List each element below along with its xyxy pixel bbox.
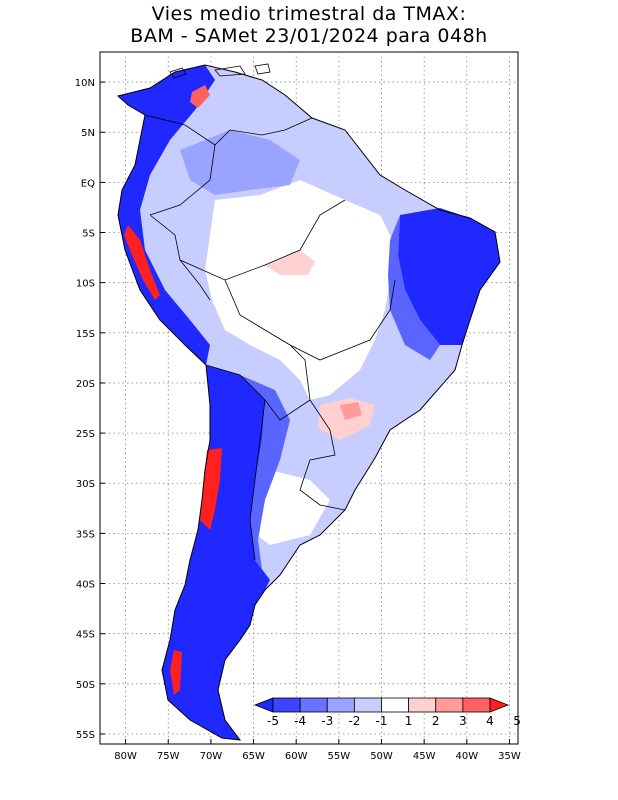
strong-blue-northeast	[398, 208, 500, 345]
caribbean-islands	[169, 63, 271, 79]
mid-blue-northeast-edge	[388, 215, 440, 360]
strong-blue-andes-north	[118, 65, 215, 365]
colorbar-label: 5	[513, 714, 521, 728]
colorbar-label: -5	[267, 714, 279, 728]
colorbar-bin	[435, 697, 464, 713]
near-zero-region	[205, 180, 395, 400]
lat-label: 35S	[76, 529, 95, 540]
colorbar-bin	[489, 697, 510, 713]
colorbar: -5 -4 -3 -2 -1 1 2 3 4 5	[253, 697, 521, 728]
colorbar-bin	[381, 697, 410, 713]
lat-label: 50S	[76, 680, 95, 691]
lat-label: 40S	[76, 580, 95, 591]
colorbar-label: 4	[486, 714, 494, 728]
warm-bias-colombia	[190, 85, 210, 108]
warm-bias-andes-peru	[124, 225, 160, 300]
lat-label: 10N	[75, 78, 95, 89]
colorbar-bin	[299, 697, 328, 713]
lon-label: 55W	[328, 751, 351, 762]
lon-label: 70W	[200, 751, 223, 762]
coastline	[116, 64, 501, 741]
colorbar-bin	[353, 697, 382, 713]
colorbar-label: -1	[376, 714, 388, 728]
lat-label: 15S	[76, 329, 95, 340]
colorbar-bin	[462, 697, 491, 713]
lon-label: 35W	[498, 751, 521, 762]
colorbar-label: 1	[405, 714, 413, 728]
warm-bias-southeast-brazil-core	[340, 402, 362, 420]
warm-bias-patagonia	[170, 650, 182, 695]
map-title-line2: BAM - SAMet 23/01/2024 para 048h	[130, 25, 488, 47]
colorbar-bin	[272, 697, 301, 713]
south-america-landmass	[116, 63, 501, 741]
strong-blue-southern-cone	[162, 365, 270, 740]
lon-label: 65W	[242, 751, 265, 762]
colorbar-label: 3	[459, 714, 467, 728]
country-borders	[144, 114, 396, 561]
lon-label: 40W	[456, 751, 479, 762]
mid-blue-southern-strip	[240, 375, 290, 570]
longitude-labels: 80W 75W 70W 65W 60W 55W 50W 45W 40W 35W	[114, 739, 521, 762]
lat-label: EQ	[81, 178, 95, 189]
latitude-labels: 10N 5N EQ 5S 10S 15S 20S 25S 30S 35S 40S 45S 50S 55S	[75, 78, 105, 741]
lat-label: 20S	[76, 379, 95, 390]
colorbar-bin	[408, 697, 437, 713]
lat-label: 55S	[76, 730, 95, 741]
map-title-line1: Vies medio trimestral da TMAX:	[151, 3, 467, 25]
colorbar-label: -4	[294, 714, 306, 728]
lat-label: 5S	[82, 229, 95, 240]
white-patch-south	[250, 470, 330, 545]
colorbar-bin	[326, 697, 355, 713]
colorbar-label: 2	[432, 714, 440, 728]
lon-label: 45W	[413, 751, 436, 762]
lat-label: 10S	[76, 279, 95, 290]
lon-label: 50W	[370, 751, 393, 762]
lon-label: 80W	[114, 751, 137, 762]
warm-bias-central-brazil	[265, 250, 315, 275]
lat-label: 5N	[81, 128, 95, 139]
colorbar-label: -3	[321, 714, 333, 728]
colorbar-label: -2	[348, 714, 360, 728]
lon-label: 60W	[285, 751, 308, 762]
lat-label: 30S	[76, 479, 95, 490]
lon-label: 75W	[157, 751, 180, 762]
lat-label: 45S	[76, 630, 95, 641]
lat-label: 25S	[76, 429, 95, 440]
